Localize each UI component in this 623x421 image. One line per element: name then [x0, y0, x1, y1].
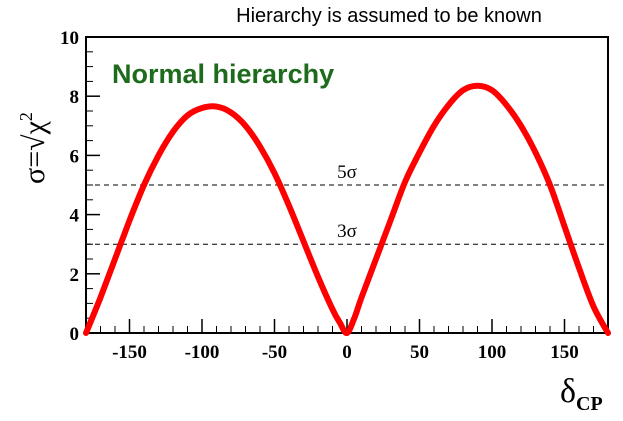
y-axis-label-main: σ=√χ [18, 120, 51, 184]
x-tick-label: 0 [342, 342, 352, 363]
hierarchy-annotation: Normal hierarchy [112, 59, 334, 89]
y-tick-label: 6 [70, 146, 80, 167]
y-axis-label-sup: 2 [16, 112, 36, 121]
x-tick-label: 50 [410, 342, 429, 363]
y-axis-ticks: 0 2 4 6 8 10 [60, 28, 100, 345]
x-axis-label-main: δ [560, 373, 576, 410]
reference-lines: 5σ 3σ [86, 162, 608, 245]
y-tick-label: 0 [70, 324, 80, 345]
y-tick-label: 10 [60, 28, 79, 49]
x-tick-label: -100 [185, 342, 220, 363]
reference-line-label: 5σ [337, 162, 357, 183]
x-axis-ticks: -150 -100 -50 0 50 100 150 [100, 319, 594, 363]
reference-line-label: 3σ [337, 221, 357, 242]
series-layer [83, 82, 611, 336]
y-tick-label: 2 [70, 265, 80, 286]
x-axis-label: δCP [560, 373, 603, 415]
x-tick-label: 150 [550, 342, 579, 363]
x-tick-label: 100 [478, 342, 507, 363]
y-tick-label: 4 [70, 206, 80, 227]
sensitivity-curve [83, 82, 611, 336]
y-axis-label: σ=√χ2 [16, 112, 51, 184]
y-tick-label: 8 [70, 87, 80, 108]
x-tick-label: -50 [262, 342, 287, 363]
chart-title: Hierarchy is assumed to be known [236, 5, 542, 27]
x-tick-label: -150 [112, 342, 147, 363]
x-axis-label-sub: CP [576, 393, 603, 415]
